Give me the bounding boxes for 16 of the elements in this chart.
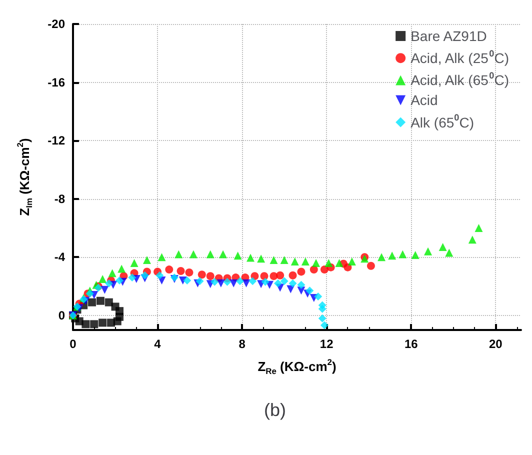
y-tick-label: -16 bbox=[48, 75, 66, 90]
y-axis-title: ZIm (KΩ-cm2) bbox=[15, 138, 34, 216]
x-tick-label: 8 bbox=[238, 337, 246, 351]
y-tick-label: -12 bbox=[48, 134, 66, 148]
y-tick-label: -4 bbox=[54, 250, 66, 264]
legend-label: Acid bbox=[410, 92, 438, 108]
legend-label: Bare AZ91D bbox=[410, 28, 487, 44]
text: (b) bbox=[264, 400, 286, 420]
x-tick-label: 4 bbox=[154, 337, 162, 351]
x-tick-label: 20 bbox=[488, 337, 503, 351]
x-tick-label: 16 bbox=[404, 337, 418, 351]
x-tick-label: 0 bbox=[70, 337, 77, 351]
y-tick-label: 0 bbox=[58, 308, 66, 322]
y-tick-label: -8 bbox=[54, 192, 66, 206]
x-tick-label: 12 bbox=[320, 337, 334, 351]
y-tick-label: -20 bbox=[48, 17, 66, 31]
